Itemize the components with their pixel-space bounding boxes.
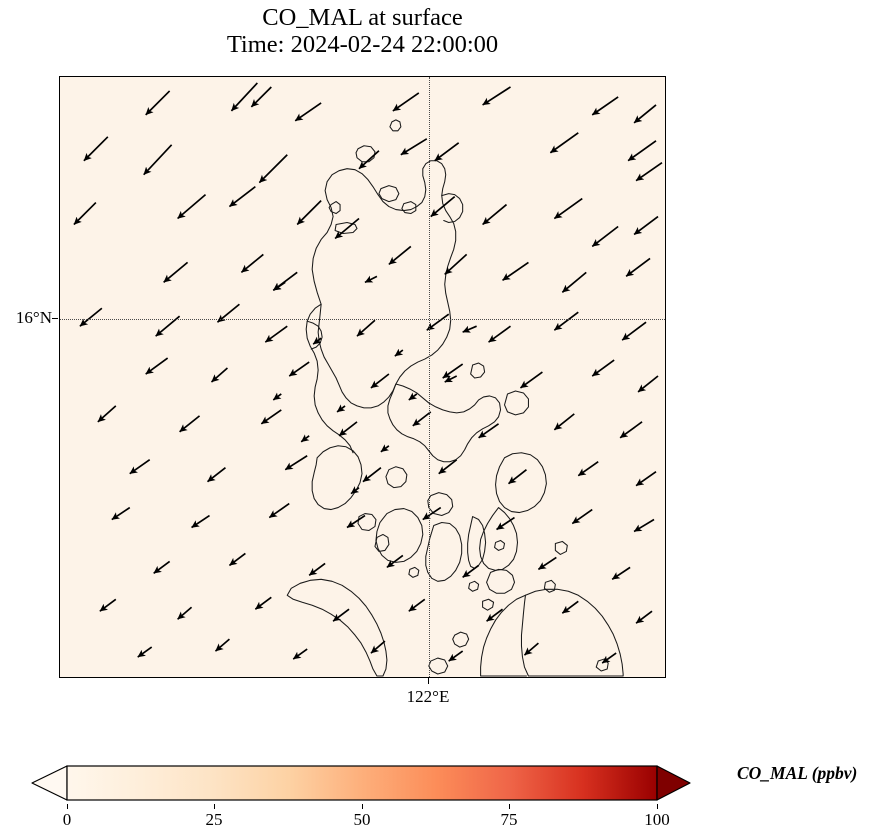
- colorbar-extend-right: [656, 765, 691, 801]
- figure-title: CO_MAL at surface Time: 2024-02-24 22:00…: [59, 4, 666, 59]
- colorbar-tick-mark-0: [67, 804, 68, 809]
- colorbar-gradient: [31, 765, 691, 801]
- y-tick-mark-16n: [52, 318, 58, 319]
- x-tick-label-122e: 122°E: [406, 687, 450, 706]
- x-tick-mark-122e: [428, 678, 429, 684]
- colorbar-tick-label-75: 75: [500, 810, 518, 829]
- colorbar-axis-label: CO_MAL (ppbv): [737, 763, 858, 783]
- x-axis-ticks: 122°E: [59, 678, 666, 718]
- gridline-16n: [60, 319, 665, 320]
- y-axis-ticks: 16°N: [0, 76, 58, 678]
- title-line-variable: CO_MAL at surface: [262, 4, 463, 31]
- colorbar-extend-left: [31, 765, 68, 801]
- colorbar-ticks: 0 25 50 75 100: [0, 804, 889, 836]
- wind-vector-layer: [60, 77, 665, 677]
- colorbar-tick-label-0: 0: [62, 810, 72, 829]
- y-tick-label-16n: 16°N: [15, 308, 52, 327]
- colorbar: 0 25 50 75 100: [0, 760, 889, 836]
- colorbar-body: [66, 765, 658, 801]
- colorbar-tick-label-100: 100: [644, 810, 670, 829]
- map-plot-area: [59, 76, 666, 678]
- colorbar-tick-mark-100: [657, 804, 658, 809]
- gridline-122e: [429, 77, 430, 677]
- colorbar-tick-label-50: 50: [353, 810, 371, 829]
- title-line-time: Time: 2024-02-24 22:00:00: [226, 31, 499, 59]
- colorbar-tick-mark-25: [214, 804, 215, 809]
- quiver-svg: [73, 82, 663, 664]
- map-coastlines-layer: [60, 77, 665, 677]
- colorbar-tick-mark-75: [509, 804, 510, 809]
- colorbar-tick-label-25: 25: [205, 810, 223, 829]
- colorbar-tick-mark-50: [362, 804, 363, 809]
- coastline-svg: [286, 119, 624, 677]
